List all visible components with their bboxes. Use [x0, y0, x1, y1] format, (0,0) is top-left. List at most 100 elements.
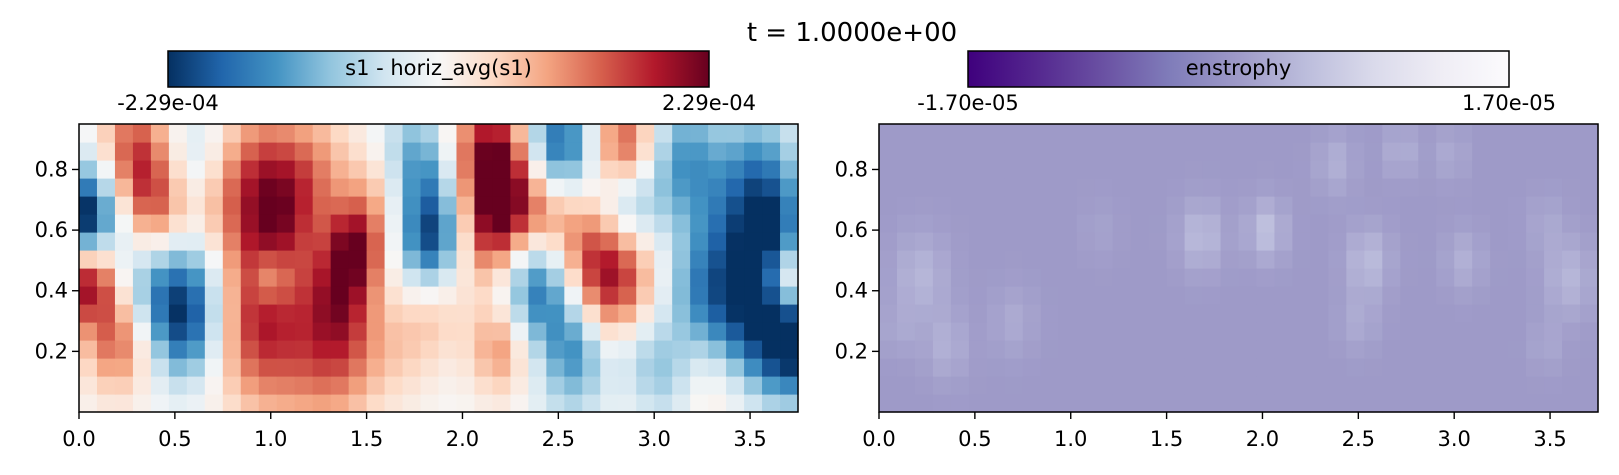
heatmap-cell [79, 124, 98, 143]
heatmap-cell [204, 340, 224, 359]
heatmap-cell [582, 142, 601, 161]
heatmap-cell [600, 376, 619, 395]
heatmap-cell [968, 250, 988, 269]
heatmap-cell [546, 214, 565, 233]
heatmap-cell [1328, 322, 1347, 341]
heatmap-cell [114, 178, 134, 197]
heatmap-cell [1328, 250, 1347, 269]
heatmap-cell [1544, 178, 1563, 197]
heatmap-cell [950, 232, 970, 251]
heatmap-cell [132, 376, 152, 395]
heatmap-cell [1274, 160, 1294, 179]
heatmap-cell [114, 250, 134, 269]
heatmap-cell [690, 340, 709, 359]
heatmap-cell [1112, 196, 1132, 215]
heatmap-cell [1454, 286, 1473, 305]
heatmap-cell [1490, 394, 1509, 413]
heatmap-cell [240, 394, 260, 413]
heatmap-cell [1004, 178, 1024, 197]
heatmap-cell [1562, 250, 1581, 269]
heatmap-cell [240, 340, 260, 359]
heatmap-cell [744, 340, 763, 359]
heatmap-cell [1274, 268, 1294, 287]
heatmap-cell [366, 196, 386, 215]
heatmap-cell [1382, 304, 1401, 323]
heatmap-cell [168, 250, 188, 269]
heatmap-cell [1274, 232, 1294, 251]
heatmap-cell [564, 340, 583, 359]
heatmap-cell [150, 178, 170, 197]
heatmap-cell [1508, 196, 1527, 215]
heatmap-cell [222, 304, 242, 323]
heatmap-cell [1382, 124, 1401, 143]
heatmap-cell [132, 268, 152, 287]
heatmap-cell [654, 358, 673, 377]
heatmap-cell [780, 376, 799, 395]
heatmap-cell [1238, 196, 1258, 215]
heatmap-cell [914, 340, 934, 359]
heatmap-cell [762, 250, 781, 269]
heatmap-cell [600, 394, 619, 413]
heatmap-cell [1526, 304, 1545, 323]
heatmap-cell [1436, 214, 1455, 233]
heatmap-cell [1004, 322, 1024, 341]
heatmap-cell [294, 214, 314, 233]
heatmap-cell [1238, 340, 1258, 359]
heatmap-cell [1058, 340, 1078, 359]
heatmap-cell [582, 214, 601, 233]
heatmap-cell [150, 286, 170, 305]
heatmap-cell [528, 160, 547, 179]
heatmap-cell [1382, 340, 1401, 359]
heatmap-cell [402, 178, 422, 197]
heatmap-cell [564, 214, 583, 233]
heatmap-cell [636, 160, 655, 179]
heatmap-cell [168, 394, 188, 413]
heatmap-cell [1220, 178, 1240, 197]
heatmap-cell [690, 142, 709, 161]
heatmap-cell [348, 268, 368, 287]
heatmap-cell [1040, 268, 1060, 287]
heatmap-cell [1580, 232, 1599, 251]
colorbar-s1-min-tick: -2.29e-04 [117, 91, 219, 115]
heatmap-cell [726, 124, 745, 143]
heatmap-cell [1580, 376, 1599, 395]
heatmap-cell [510, 394, 529, 413]
heatmap-cell [330, 214, 350, 233]
heatmap-cell [132, 232, 152, 251]
heatmap-cell [1238, 124, 1258, 143]
heatmap-cell [1112, 340, 1132, 359]
heatmap-cell [348, 178, 368, 197]
heatmap-cell [420, 214, 440, 233]
heatmap-cell [348, 376, 368, 395]
heatmap-cell [690, 250, 709, 269]
heatmap-cell [564, 160, 583, 179]
heatmap-cell [879, 250, 898, 269]
heatmap-cell [1004, 376, 1024, 395]
heatmap-cell [618, 322, 637, 341]
heatmap-cell [276, 376, 296, 395]
heatmap-cell [1580, 286, 1599, 305]
heatmap-cell [708, 268, 727, 287]
heatmap-cell [204, 268, 224, 287]
heatmap-cell [780, 250, 799, 269]
heatmap-cell [258, 178, 278, 197]
heatmap-cell [1148, 214, 1168, 233]
heatmap-cell [1202, 286, 1222, 305]
heatmap-cell [204, 394, 224, 413]
heatmap-cell [896, 340, 916, 359]
colorbar-enstrophy-label: enstrophy [1186, 56, 1292, 80]
heatmap-cell [132, 304, 152, 323]
heatmap-cell [1238, 358, 1258, 377]
heatmap-s1-cells [79, 124, 799, 413]
heatmap-cell [1040, 160, 1060, 179]
heatmap-cell [276, 358, 296, 377]
heatmap-cell [510, 340, 529, 359]
heatmap-cell [1580, 214, 1599, 233]
heatmap-cell [950, 142, 970, 161]
heatmap-cell [1004, 340, 1024, 359]
heatmap-cell [1364, 340, 1383, 359]
heatmap-cell [186, 286, 206, 305]
heatmap-cell [546, 304, 565, 323]
heatmap-cell [492, 358, 512, 377]
heatmap-cell [168, 286, 188, 305]
